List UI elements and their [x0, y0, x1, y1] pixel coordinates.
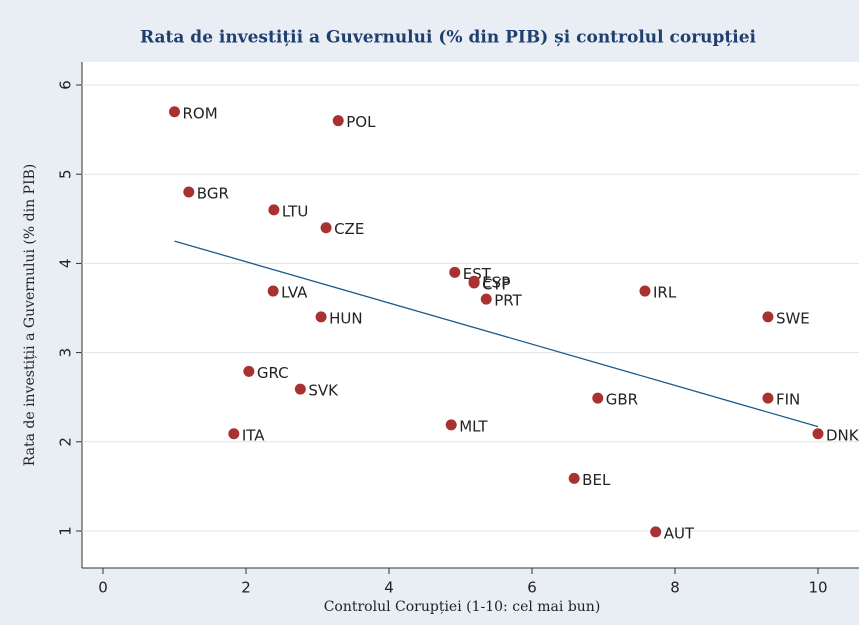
point-label: MLT	[459, 417, 488, 435]
point-label: LVA	[281, 284, 308, 302]
y-tick-label: 3	[57, 348, 75, 358]
point	[592, 392, 604, 404]
point	[762, 392, 774, 404]
y-axis-label: Rata de investiții a Guvernului (% din P…	[22, 164, 38, 467]
y-tick-label: 1	[57, 526, 75, 536]
point-label: AUT	[664, 524, 695, 542]
point-label: BEL	[582, 471, 611, 489]
point-label: ESP	[482, 274, 510, 292]
point-label: SVK	[308, 382, 339, 400]
chart-title: Rata de investiții a Guvernului (% din P…	[140, 28, 757, 48]
point	[762, 311, 774, 323]
point-label: PRT	[494, 292, 522, 310]
point	[183, 186, 195, 198]
point-label: SWE	[776, 309, 810, 327]
point	[332, 115, 344, 127]
point	[267, 285, 279, 297]
point-label: CZE	[334, 220, 364, 238]
point-label: FIN	[776, 391, 800, 409]
point	[480, 293, 492, 305]
point-label: LTU	[282, 202, 308, 220]
x-tick-label: 0	[98, 579, 108, 597]
point	[169, 106, 180, 118]
point	[468, 277, 480, 289]
x-tick-label: 6	[527, 579, 537, 597]
point-label: HUN	[329, 309, 362, 327]
y-tick-label: 6	[57, 80, 75, 90]
point-label: GBR	[606, 391, 638, 409]
point	[639, 285, 651, 297]
y-tick-label: 4	[57, 259, 75, 269]
point-label: ROM	[183, 104, 218, 122]
x-tick-label: 8	[670, 579, 680, 597]
point	[568, 472, 580, 484]
fit-line	[174, 240, 819, 428]
x-tick-label: 2	[241, 579, 251, 597]
point	[449, 266, 461, 278]
point	[228, 428, 240, 440]
point-label: CYP	[482, 276, 510, 294]
plot-area	[82, 62, 859, 568]
point-label: DNK	[826, 426, 859, 444]
x-axis-label: Controlul Corupției (1-10: cel mai bun)	[324, 599, 601, 615]
point-label: BGR	[197, 185, 229, 203]
point	[268, 204, 280, 216]
point-label: GRC	[257, 364, 289, 382]
x-tick-label: 10	[808, 579, 827, 597]
point	[243, 365, 255, 377]
y-tick-label: 2	[57, 437, 75, 447]
y-tick-label: 5	[57, 169, 75, 179]
point	[320, 222, 332, 234]
x-tick-label: 4	[384, 579, 394, 597]
point-label: ITA	[242, 426, 265, 444]
point	[315, 311, 327, 323]
point	[445, 419, 457, 431]
point-label: POL	[346, 113, 376, 131]
point	[812, 428, 824, 440]
point	[294, 383, 306, 395]
point-label: IRL	[653, 284, 677, 302]
point	[650, 526, 662, 538]
